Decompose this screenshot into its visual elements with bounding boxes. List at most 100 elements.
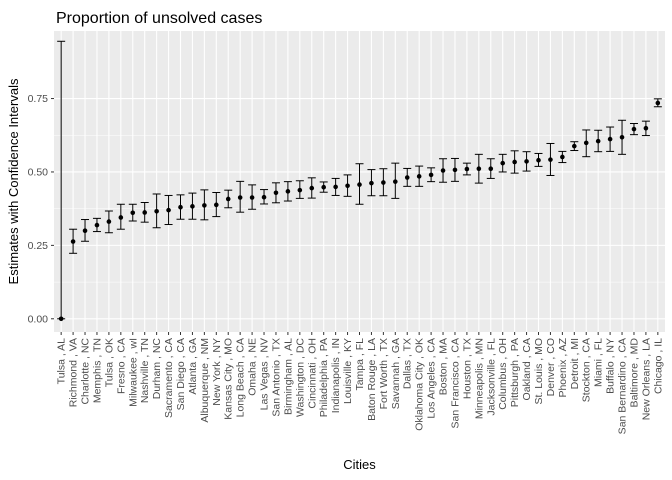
x-tick-label: Las Vegas , NV xyxy=(259,338,271,410)
data-point xyxy=(70,239,76,244)
x-tick-label: Nashville , TN xyxy=(139,338,151,403)
data-point xyxy=(595,138,601,144)
data-point xyxy=(381,180,386,185)
data-point xyxy=(82,228,88,233)
x-tick-label: Fresno , CA xyxy=(115,338,127,394)
x-tick-label: Fort Worth , TX xyxy=(378,338,390,409)
data-point xyxy=(225,196,231,202)
grid xyxy=(54,31,665,332)
data-point xyxy=(237,195,243,200)
x-tick-label: Durham , NC xyxy=(151,338,163,400)
x-tick-label: Indianapolis , IN xyxy=(330,338,342,413)
data-layer xyxy=(57,40,662,322)
x-tick-label: Dallas , TX xyxy=(402,338,414,389)
x-tick-label: Baton Rouge , LA xyxy=(366,338,378,421)
x-tick-label: San Diego , CA xyxy=(175,338,187,410)
data-point xyxy=(393,179,398,184)
data-point xyxy=(58,316,64,322)
x-tick-label: Stockton , CA xyxy=(581,338,593,402)
data-point xyxy=(178,204,183,210)
y-axis-title: Estimates with Confidence Intervals xyxy=(6,78,21,284)
x-tick-label: Savannah , GA xyxy=(390,338,402,409)
y-tick-label: 0.00 xyxy=(28,313,49,325)
data-point xyxy=(261,194,267,200)
x-tick-label: Jacksonville , FL xyxy=(485,338,497,416)
data-point xyxy=(572,143,577,149)
data-point xyxy=(249,195,255,200)
x-tick-label: Columbus , OH xyxy=(497,338,509,410)
data-point xyxy=(142,210,147,215)
data-point xyxy=(333,184,338,190)
data-point xyxy=(476,166,482,172)
data-point xyxy=(357,182,362,187)
data-point xyxy=(452,167,458,173)
x-tick-label: Charlotte , NC xyxy=(80,338,92,405)
data-point xyxy=(94,222,100,228)
data-point xyxy=(560,154,565,160)
x-tick-label: Birmingham , AL xyxy=(282,338,294,415)
data-point xyxy=(369,180,374,186)
y-tick-label: 0.50 xyxy=(28,166,49,178)
data-point xyxy=(512,159,517,165)
x-tick-label: Los Angeles , CA xyxy=(426,338,438,419)
data-point xyxy=(213,202,219,208)
x-tick-label: Louisville , KY xyxy=(342,338,354,404)
data-point xyxy=(428,172,434,178)
y-tick-label: 0.25 xyxy=(28,240,49,252)
data-point xyxy=(190,204,195,209)
x-tick-label: Long Beach , CA xyxy=(235,338,247,417)
x-tick-label: Detroit , MI xyxy=(569,338,581,389)
data-point xyxy=(404,175,410,180)
x-tick-label: Houston , TX xyxy=(461,338,473,399)
x-tick-label: Chicago , IL xyxy=(652,338,664,394)
data-point xyxy=(536,157,541,163)
x-tick-label: Cincinnati , OH xyxy=(306,338,318,409)
data-point xyxy=(202,203,207,208)
y-axis: 0.00 0.25 0.50 0.75 xyxy=(28,93,54,325)
x-tick-label: Albuquerque , NM xyxy=(199,338,211,423)
x-tick-label: Buffalo , NY xyxy=(605,338,617,394)
data-point xyxy=(607,136,613,142)
data-point xyxy=(309,185,315,191)
x-tick-label: Philadelphia , PA xyxy=(318,338,330,417)
x-tick-label: San Antonio , TX xyxy=(270,338,282,417)
x-tick-label: Richmond , VA xyxy=(68,338,80,407)
x-tick-label: Sacramento , CA xyxy=(163,338,175,418)
x-tick-label: New Orleans , LA xyxy=(640,338,652,420)
data-point xyxy=(297,187,303,193)
x-tick-label: Oklahoma City , OK xyxy=(414,338,426,431)
x-tick-label: Washington , DC xyxy=(294,338,306,417)
data-point xyxy=(273,190,279,196)
chart-title: Proportion of unsolved cases xyxy=(56,10,262,27)
data-point xyxy=(106,219,112,224)
data-point xyxy=(655,100,661,106)
x-tick-label: Denver , CO xyxy=(545,338,557,396)
data-point xyxy=(118,215,124,220)
x-tick-label: Baltimore , MD xyxy=(628,338,640,408)
data-point xyxy=(130,210,136,216)
x-tick-label: Minneapolis , MN xyxy=(473,338,485,419)
data-point xyxy=(643,125,649,131)
data-point xyxy=(631,126,637,132)
data-point xyxy=(321,184,326,190)
x-tick-label: Omaha , NE xyxy=(247,338,259,396)
x-tick-label: Tampa , FL xyxy=(354,338,366,391)
x-tick-label: San Bernardino , CA xyxy=(617,338,629,434)
x-tick-label: St. Louis , MO xyxy=(533,338,545,405)
data-point xyxy=(345,183,350,189)
y-tick-label: 0.75 xyxy=(28,93,49,105)
x-axis-title: Cities xyxy=(343,457,376,472)
x-tick-label: Tulsa , AL xyxy=(56,338,68,384)
x-tick-label: Pittsburgh , PA xyxy=(509,338,521,407)
data-point xyxy=(488,166,494,172)
x-tick-label: Boston , MA xyxy=(438,338,450,395)
x-tick-label: Memphis , TN xyxy=(91,338,103,403)
x-tick-label: Milwaukee , wI xyxy=(127,338,139,407)
x-tick-label: New York , NY xyxy=(211,338,223,406)
x-tick-label: Oakland , CA xyxy=(521,338,533,400)
data-point xyxy=(285,189,291,194)
x-tick-label: Tulsa , OK xyxy=(103,338,115,387)
data-point xyxy=(583,140,589,146)
x-tick-label: Phoenix , AZ xyxy=(557,337,569,397)
